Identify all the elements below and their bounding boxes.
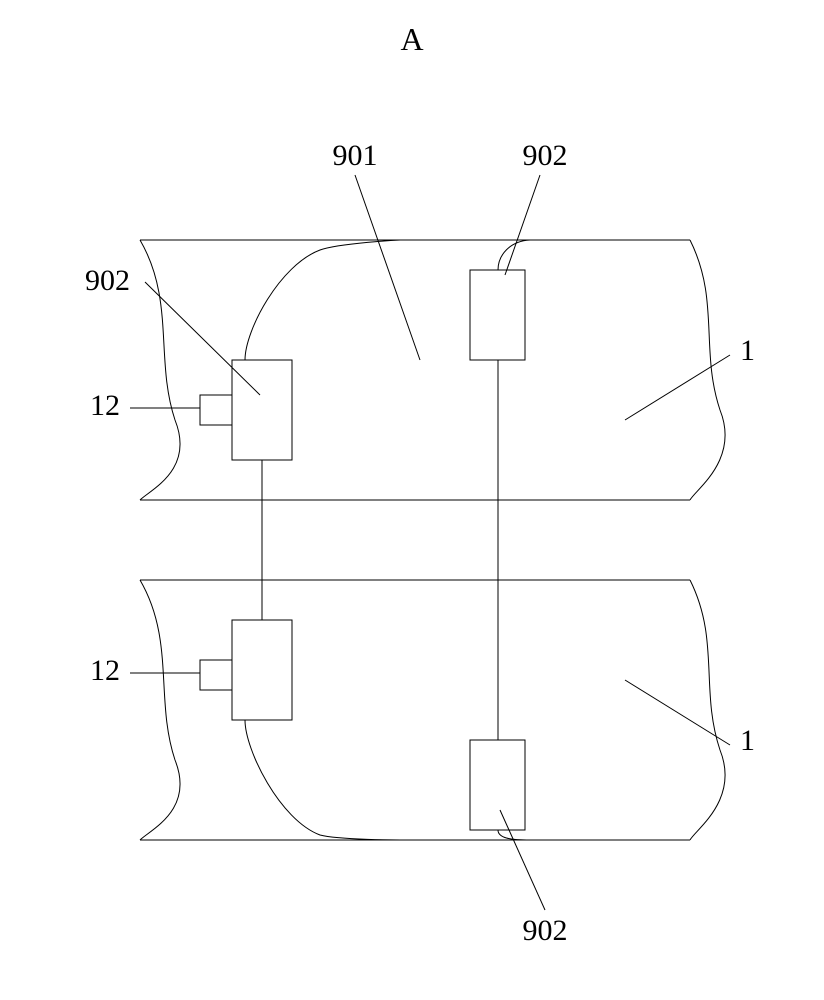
lower-band-wave-right [690,580,725,840]
tab-lower [200,660,232,690]
tab-upper [200,395,232,425]
rect-lower-right [470,740,525,830]
leader-right_1_down [625,680,730,745]
leader-top_902 [505,175,540,275]
upper-band-wave-left [140,240,180,500]
label-left_902: 902 [85,264,130,297]
label-top_902: 902 [523,139,568,172]
label-title: A [400,21,423,57]
label-right_1_up: 1 [740,334,755,367]
label-bottom_902: 902 [523,914,568,947]
connector-upper-right [498,240,560,270]
label-top_901: 901 [333,139,378,172]
rect-upper-right [470,270,525,360]
rect-upper-left [232,360,292,460]
leader-top_901 [355,175,420,360]
lower-band-wave-left [140,580,180,840]
rect-lower-left [232,620,292,720]
label-right_1_down: 1 [740,724,755,757]
label-left_12_down: 12 [90,654,120,687]
connector-lower-left [245,720,400,840]
connector-lower-right [498,830,560,840]
connector-upper-left [245,240,400,360]
leader-bottom_902 [500,810,545,910]
upper-band-wave-right [690,240,725,500]
label-left_12_up: 12 [90,389,120,422]
leader-left_902 [145,282,260,395]
